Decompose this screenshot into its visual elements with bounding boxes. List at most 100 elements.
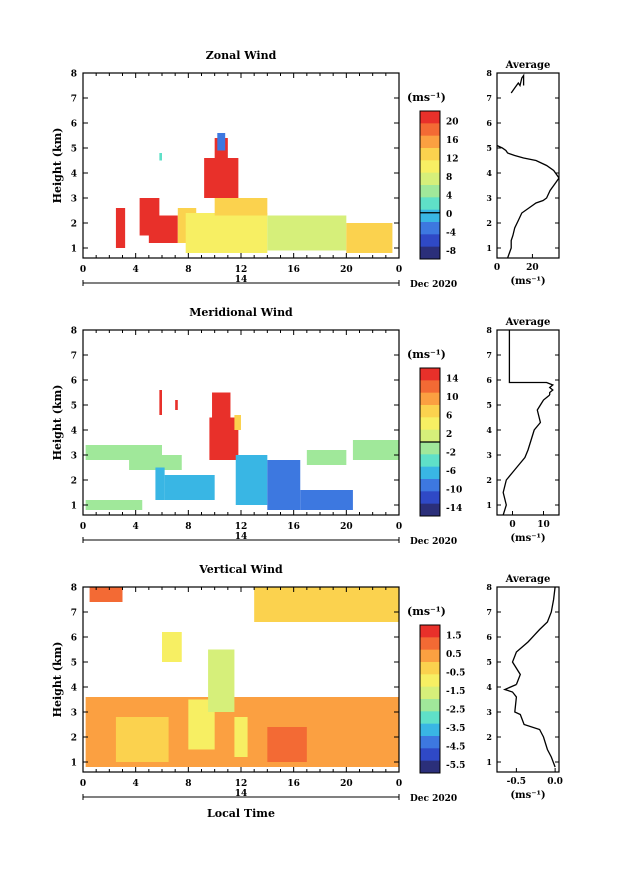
colorbar-swatch	[420, 123, 440, 137]
heatmap-cell	[267, 215, 347, 251]
colorbar-swatch	[420, 135, 440, 149]
colorbar-swatch	[420, 222, 440, 235]
colorbar-swatch	[420, 503, 440, 517]
y-tick-label: 8	[71, 70, 77, 80]
colorbar-tick-label: 10	[446, 393, 459, 403]
colorbar-swatch	[420, 466, 440, 480]
colorbar-tick-label: 2	[446, 430, 452, 440]
profile-x-label: (ms⁻¹)	[510, 276, 545, 287]
heatmap-cell	[208, 649, 235, 712]
heatmap-cell	[254, 587, 399, 622]
colorbar-swatch	[420, 148, 440, 161]
y-tick-label: 2	[71, 477, 77, 487]
x-tick-label: 0	[80, 265, 86, 275]
y-tick-label: 5	[71, 402, 77, 412]
x-tick-label: 4	[133, 265, 139, 275]
colorbar-tick-label: -2.5	[446, 705, 465, 715]
x-tick-label: 16	[287, 522, 300, 532]
chart-title: Zonal Wind	[206, 49, 277, 62]
colorbar-tick-label: 1.5	[446, 631, 462, 641]
colorbar-swatch	[420, 380, 440, 394]
y-axis-label: Height (km)	[51, 385, 64, 461]
colorbar-swatch	[420, 368, 440, 381]
colorbar-swatch	[420, 185, 440, 198]
heatmap-cell	[175, 400, 178, 410]
profile-line	[496, 144, 560, 179]
y-tick-label: 6	[71, 377, 77, 387]
colorbar-swatch	[420, 209, 440, 223]
day-label: 14	[235, 789, 248, 799]
heatmap-cell	[352, 440, 399, 460]
day-label: 14	[235, 275, 248, 285]
y-tick-label: 3	[71, 195, 77, 205]
colorbar-swatch	[420, 234, 440, 248]
colorbar-tick-label: 0	[446, 210, 452, 220]
profile-x-tick-label: 0	[494, 263, 500, 273]
profile-y-tick-label: 1	[486, 243, 492, 253]
colorbar-tick-label: 6	[446, 411, 452, 421]
month-label: Dec 2020	[410, 794, 457, 804]
heatmap-cell	[204, 158, 239, 198]
colorbar-tick-label: 0.5	[446, 650, 462, 660]
heatmap-cell	[306, 450, 347, 465]
x-tick-label: 20	[340, 779, 353, 789]
colorbar-swatch	[420, 674, 440, 688]
profile-y-tick-label: 5	[486, 143, 492, 153]
y-tick-label: 7	[71, 609, 77, 619]
colorbar-tick-label: -6	[446, 467, 456, 477]
profile-line	[506, 177, 560, 259]
y-tick-label: 3	[71, 709, 77, 719]
colorbar-swatch	[420, 760, 440, 774]
colorbar-tick-label: -5.5	[446, 761, 465, 771]
x-tick-label: 0	[396, 265, 402, 275]
x-tick-label: 12	[235, 779, 248, 789]
heatmap-cell	[212, 392, 231, 418]
profile-title: Average	[505, 60, 551, 71]
colorbar-swatch	[420, 479, 440, 492]
x-tick-label: 12	[235, 265, 248, 275]
y-tick-label: 7	[71, 95, 77, 105]
y-tick-label: 1	[71, 502, 77, 512]
profile-y-tick-label: 6	[486, 375, 492, 385]
heatmap-cell	[129, 455, 182, 470]
heatmap-cell	[159, 390, 162, 415]
y-tick-label: 1	[71, 759, 77, 769]
colorbar-swatch	[420, 160, 440, 174]
colorbar-tick-label: 16	[446, 136, 459, 146]
y-tick-label: 8	[71, 584, 77, 594]
y-tick-label: 6	[71, 120, 77, 130]
colorbar-swatch	[420, 736, 440, 749]
profile-y-tick-label: 7	[486, 350, 492, 360]
x-tick-label: 8	[185, 522, 191, 532]
x-tick-label: 0	[80, 522, 86, 532]
y-tick-label: 8	[71, 327, 77, 337]
profile-y-tick-label: 8	[486, 325, 492, 335]
profile-line	[502, 683, 556, 768]
colorbar-unit-label: (ms⁻¹)	[407, 605, 446, 618]
colorbar-swatch	[420, 246, 440, 260]
y-tick-label: 4	[71, 427, 77, 437]
colorbar-tick-label: 8	[446, 173, 452, 183]
colorbar-tick-label: 12	[446, 154, 459, 164]
colorbar-frame	[419, 624, 441, 774]
heatmap-cell	[300, 490, 353, 510]
colorbar-swatch	[420, 429, 440, 443]
x-tick-label: 0	[396, 522, 402, 532]
colorbar-swatch	[420, 637, 440, 651]
colorbar-tick-label: -14	[446, 504, 462, 514]
profile-y-tick-label: 7	[486, 93, 492, 103]
heatmap-cell	[148, 215, 178, 243]
colorbar-swatch	[420, 417, 440, 431]
x-tick-label: 12	[235, 522, 248, 532]
colorbar-tick-label: 4	[446, 191, 452, 201]
colorbar-swatch	[420, 649, 440, 663]
profile-x-label: (ms⁻¹)	[510, 790, 545, 801]
colorbar-swatch	[420, 405, 440, 418]
profile-y-tick-label: 4	[486, 168, 492, 178]
colorbar-tick-label: 14	[446, 374, 459, 384]
heatmap-cell	[235, 455, 268, 505]
